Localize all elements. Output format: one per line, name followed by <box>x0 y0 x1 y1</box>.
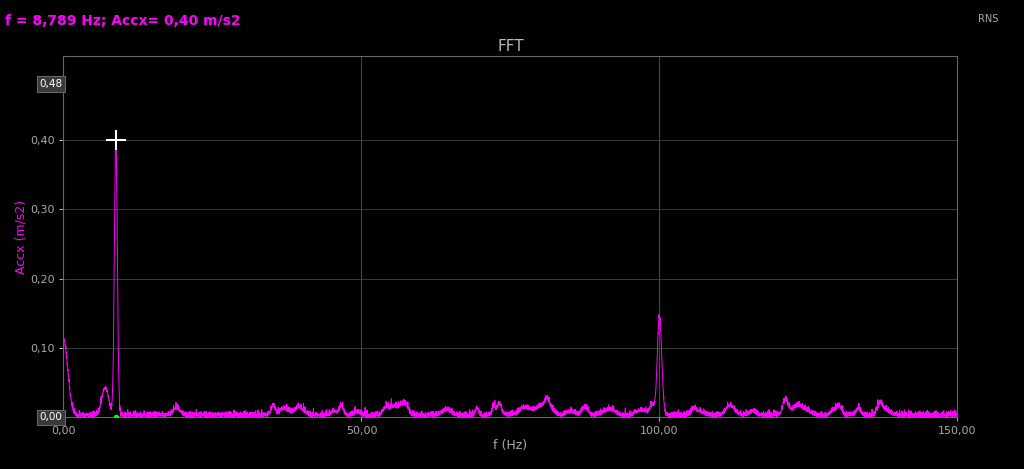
Title: FFT: FFT <box>497 39 524 54</box>
Text: RNS: RNS <box>978 14 998 24</box>
Text: 0,48: 0,48 <box>40 79 62 89</box>
X-axis label: f (Hz): f (Hz) <box>494 439 527 452</box>
Text: f = 8,789 Hz; Accx= 0,40 m/s2: f = 8,789 Hz; Accx= 0,40 m/s2 <box>5 14 241 28</box>
Y-axis label: Accx (m/s2): Accx (m/s2) <box>14 200 28 274</box>
Text: 0,00: 0,00 <box>40 412 62 423</box>
